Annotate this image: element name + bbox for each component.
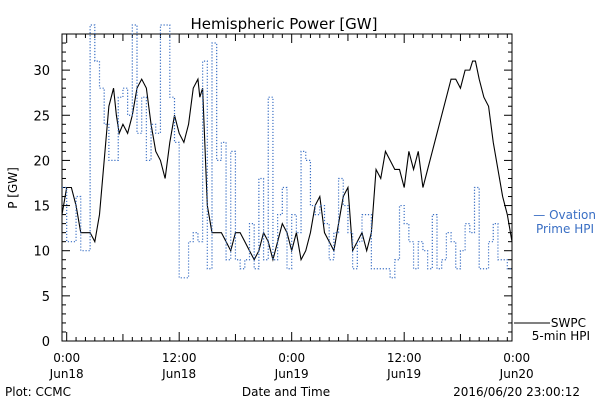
- series-swpc-hpi-line: [61, 60, 513, 262]
- x-tick-date-label: Jun18: [161, 367, 196, 381]
- footer-plot-source: Plot: CCMC: [5, 385, 71, 399]
- y-tick-label: 10: [33, 245, 50, 260]
- y-tick-label: 5: [42, 290, 50, 305]
- x-tick-date-label: Jun19: [274, 367, 309, 381]
- y-tick-label: 15: [33, 200, 50, 215]
- y-tick-label: 0: [42, 335, 50, 350]
- y-axis-label: P [GW]: [6, 167, 20, 209]
- x-tick-date-label: Jun19: [386, 367, 421, 381]
- x-axis-label: Date and Time: [242, 385, 330, 399]
- y-tick-label: 30: [33, 64, 50, 79]
- x-tick-labels: 0:00 Jun18 12:00 Jun18 0:00 Jun19 12:00 Jun19 0:…: [49, 351, 534, 381]
- x-tick-date-label: Jun18: [49, 367, 84, 381]
- x-tick-time-label: 0:00: [53, 351, 80, 365]
- series-layer: [61, 24, 513, 279]
- x-tick-date-label: Jun20: [499, 367, 534, 381]
- legend-ovation-line1: — Ovation: [533, 208, 596, 222]
- legend-swpc: SWPC 5-min HPI: [514, 316, 590, 343]
- y-tick-label: 20: [33, 154, 50, 169]
- axis-ticks: [62, 33, 512, 342]
- x-tick-time-label: 0:00: [278, 351, 305, 365]
- legend-ovation-prime: — Ovation Prime HPI: [533, 208, 596, 236]
- legend-swpc-line1: SWPC: [551, 316, 586, 330]
- legend-ovation-line2: Prime HPI: [536, 222, 594, 236]
- x-tick-time-label: 12:00: [162, 351, 197, 365]
- y-tick-label: 25: [33, 109, 50, 124]
- x-tick-time-label: 0:00: [503, 351, 530, 365]
- x-tick-time-label: 12:00: [387, 351, 422, 365]
- legend-swpc-line2: 5-min HPI: [532, 329, 590, 343]
- y-tick-labels: 0 5 10 15 20 25 30: [33, 64, 50, 350]
- footer-timestamp: 2016/06/20 23:00:12: [453, 385, 580, 399]
- chart-title: Hemispheric Power [GW]: [191, 15, 378, 33]
- series-ovation-prime-line: [62, 24, 512, 279]
